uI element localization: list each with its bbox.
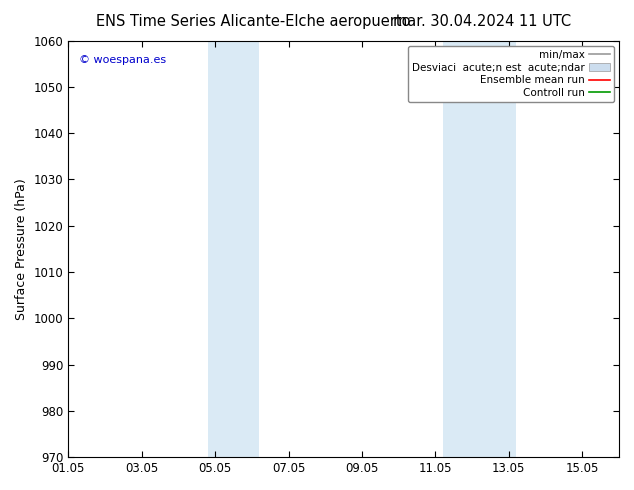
Text: mar. 30.04.2024 11 UTC: mar. 30.04.2024 11 UTC: [393, 14, 571, 29]
Y-axis label: Surface Pressure (hPa): Surface Pressure (hPa): [15, 178, 28, 320]
Bar: [443, 41, 516, 457]
Text: ENS Time Series Alicante-Elche aeropuerto: ENS Time Series Alicante-Elche aeropuert…: [96, 14, 411, 29]
Text: © woespana.es: © woespana.es: [79, 55, 166, 65]
Bar: [208, 41, 259, 457]
Legend: min/max, Desviaci  acute;n est  acute;ndar, Ensemble mean run, Controll run: min/max, Desviaci acute;n est acute;ndar…: [408, 46, 614, 102]
